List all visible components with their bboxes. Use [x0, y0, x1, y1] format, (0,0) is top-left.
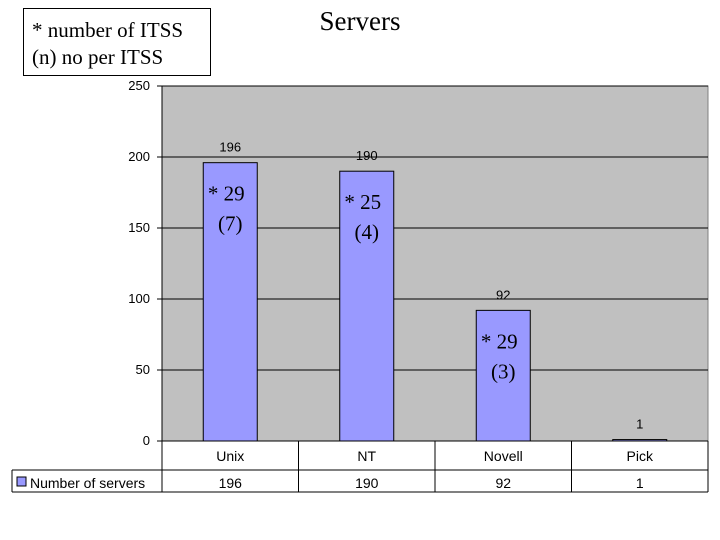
- x-tick-label: Pick: [627, 448, 654, 464]
- note-line-1: * number of ITSS: [32, 18, 184, 42]
- data-label-pick: 1: [636, 417, 643, 432]
- data-label-novell: 92: [496, 287, 510, 302]
- x-tick-label: Unix: [216, 448, 244, 464]
- chart-title: Servers: [319, 6, 401, 36]
- y-tick-label: 200: [128, 149, 150, 164]
- legend-swatch: [16, 476, 27, 487]
- table-value: 196: [219, 475, 243, 491]
- annotation-nt-count: * 25: [344, 190, 381, 214]
- table-value: 1: [636, 475, 644, 491]
- y-tick-label: 100: [128, 291, 150, 306]
- annotation-nt-per: (4): [355, 220, 380, 244]
- bar-unix: [202, 162, 258, 442]
- legend-series-name: Number of servers: [30, 475, 145, 491]
- note-box: * number of ITSS (n) no per ITSS: [23, 8, 211, 76]
- bar-nt: [339, 170, 395, 442]
- annotation-unix-count: * 29: [208, 182, 245, 206]
- x-tick-label: Novell: [484, 448, 523, 464]
- data-label-unix: 196: [219, 140, 241, 155]
- y-tick-label: 0: [143, 433, 150, 448]
- note-line-2: (n) no per ITSS: [32, 45, 164, 69]
- table-value: 92: [495, 475, 511, 491]
- annotation-novell-per: (3): [491, 359, 516, 383]
- bar-pick: [612, 439, 668, 442]
- y-tick-label: 50: [136, 362, 150, 377]
- annotation-unix-per: (7): [218, 212, 243, 236]
- y-tick-label: 250: [128, 78, 150, 93]
- annotation-novell-count: * 29: [481, 329, 518, 353]
- y-tick-label: 150: [128, 220, 150, 235]
- data-label-nt: 190: [356, 148, 378, 163]
- bar-novell: [475, 309, 531, 442]
- x-tick-label: NT: [357, 448, 376, 464]
- table-value: 190: [355, 475, 379, 491]
